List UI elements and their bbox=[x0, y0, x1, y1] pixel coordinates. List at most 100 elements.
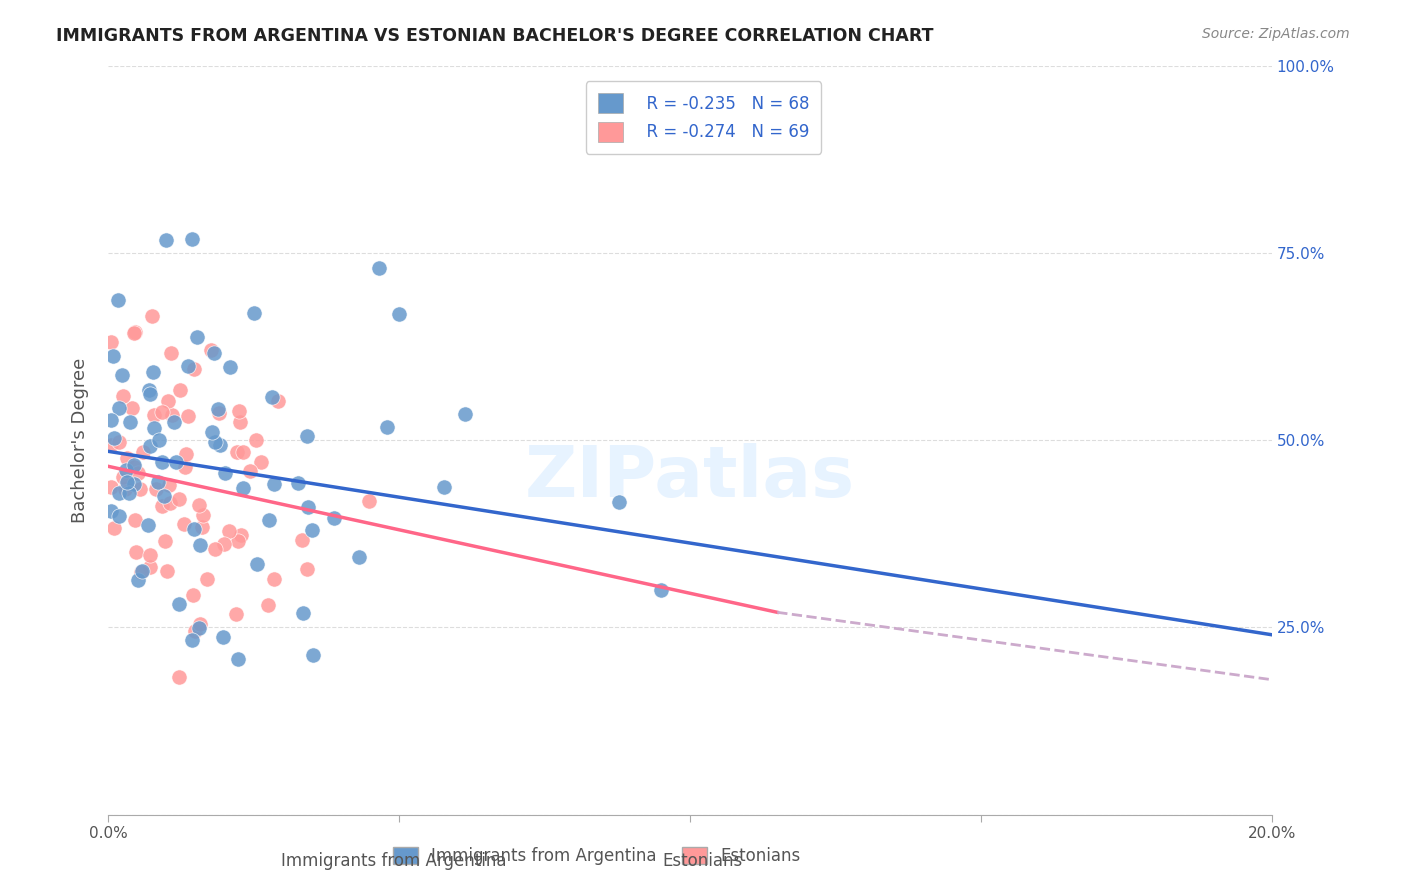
Estonians bbox=[239, 464, 262, 478]
Immigrants from Argentina bbox=[454, 407, 477, 421]
Immigrants from Argentina bbox=[155, 234, 177, 248]
Estonians bbox=[267, 393, 290, 408]
Immigrants from Argentina bbox=[107, 293, 129, 307]
Estonians bbox=[160, 409, 183, 423]
Immigrants from Argentina bbox=[118, 486, 141, 500]
Immigrants from Argentina bbox=[287, 475, 309, 490]
Estonians bbox=[138, 560, 160, 574]
Estonians bbox=[111, 470, 134, 484]
Estonians bbox=[112, 389, 135, 403]
Text: Estonians: Estonians bbox=[662, 852, 744, 870]
Estonians bbox=[121, 401, 143, 416]
Estonians bbox=[174, 459, 197, 474]
Immigrants from Argentina bbox=[211, 630, 233, 644]
Immigrants from Argentina bbox=[167, 597, 190, 611]
Estonians bbox=[359, 494, 381, 508]
Estonians bbox=[108, 434, 131, 449]
Estonians bbox=[132, 445, 155, 459]
Estonians bbox=[181, 588, 204, 602]
Estonians bbox=[193, 508, 215, 522]
Estonians bbox=[155, 534, 177, 549]
Immigrants from Argentina bbox=[138, 439, 160, 453]
Immigrants from Argentina bbox=[165, 455, 187, 469]
Estonians bbox=[125, 544, 148, 558]
Estonians bbox=[228, 403, 250, 417]
Estonians bbox=[156, 564, 179, 578]
Estonians bbox=[225, 445, 247, 459]
Estonians bbox=[122, 460, 145, 475]
Immigrants from Argentina bbox=[180, 632, 202, 647]
Immigrants from Argentina bbox=[246, 558, 269, 572]
Immigrants from Argentina bbox=[122, 458, 145, 472]
Immigrants from Argentina bbox=[186, 330, 208, 344]
Immigrants from Argentina bbox=[100, 504, 122, 518]
Estonians bbox=[249, 455, 271, 469]
Estonians bbox=[200, 343, 222, 357]
Estonians bbox=[232, 445, 254, 459]
Estonians bbox=[103, 521, 125, 535]
Immigrants from Argentina bbox=[201, 425, 224, 440]
Immigrants from Argentina bbox=[101, 350, 124, 364]
Estonians bbox=[150, 405, 173, 419]
Estonians bbox=[115, 451, 138, 466]
Text: IMMIGRANTS FROM ARGENTINA VS ESTONIAN BACHELOR'S DEGREE CORRELATION CHART: IMMIGRANTS FROM ARGENTINA VS ESTONIAN BA… bbox=[56, 27, 934, 45]
Immigrants from Argentina bbox=[228, 652, 250, 666]
Immigrants from Argentina bbox=[108, 485, 131, 500]
Text: Source: ZipAtlas.com: Source: ZipAtlas.com bbox=[1202, 27, 1350, 41]
Estonians bbox=[184, 624, 207, 638]
Estonians bbox=[208, 406, 231, 420]
Estonians bbox=[145, 482, 167, 496]
Estonians bbox=[204, 542, 226, 557]
Estonians bbox=[114, 482, 136, 496]
Immigrants from Argentina bbox=[136, 518, 159, 533]
Immigrants from Argentina bbox=[291, 606, 314, 620]
Estonians bbox=[160, 346, 183, 360]
Estonians bbox=[142, 408, 165, 422]
Estonians bbox=[150, 499, 173, 513]
Immigrants from Argentina bbox=[323, 511, 346, 525]
Immigrants from Argentina bbox=[118, 415, 141, 429]
Estonians bbox=[100, 335, 122, 350]
Estonians bbox=[225, 607, 247, 622]
Estonians bbox=[129, 482, 152, 496]
Immigrants from Argentina bbox=[108, 508, 131, 523]
Estonians bbox=[183, 361, 205, 376]
Estonians bbox=[245, 434, 267, 448]
Estonians bbox=[131, 566, 153, 580]
Immigrants from Argentina bbox=[142, 421, 165, 435]
Estonians bbox=[176, 447, 198, 461]
Estonians bbox=[231, 527, 253, 541]
Estonians bbox=[124, 326, 146, 340]
Estonians bbox=[138, 549, 160, 563]
Estonians bbox=[218, 524, 240, 538]
Immigrants from Argentina bbox=[650, 582, 672, 597]
Immigrants from Argentina bbox=[163, 416, 186, 430]
Immigrants from Argentina bbox=[111, 368, 134, 383]
Immigrants from Argentina bbox=[368, 260, 391, 275]
Estonians bbox=[157, 393, 180, 408]
Estonians bbox=[195, 572, 218, 586]
Estonians bbox=[226, 534, 249, 549]
Immigrants from Argentina bbox=[295, 429, 318, 443]
Estonians bbox=[256, 598, 278, 612]
Estonians bbox=[100, 437, 122, 451]
Immigrants from Argentina bbox=[257, 513, 280, 527]
Immigrants from Argentina bbox=[301, 524, 323, 538]
Immigrants from Argentina bbox=[183, 522, 205, 536]
Estonians bbox=[167, 670, 190, 684]
Immigrants from Argentina bbox=[204, 435, 226, 450]
Immigrants from Argentina bbox=[131, 565, 153, 579]
Immigrants from Argentina bbox=[139, 387, 162, 401]
Immigrants from Argentina bbox=[260, 390, 283, 404]
Immigrants from Argentina bbox=[122, 477, 145, 491]
Estonians bbox=[263, 573, 285, 587]
Immigrants from Argentina bbox=[103, 431, 125, 445]
Estonians bbox=[188, 616, 211, 631]
Immigrants from Argentina bbox=[433, 480, 456, 494]
Immigrants from Argentina bbox=[153, 489, 176, 503]
Immigrants from Argentina bbox=[127, 573, 149, 587]
Estonians bbox=[122, 326, 145, 341]
Immigrants from Argentina bbox=[375, 419, 398, 434]
Estonians bbox=[291, 533, 314, 548]
Immigrants from Argentina bbox=[138, 384, 160, 398]
